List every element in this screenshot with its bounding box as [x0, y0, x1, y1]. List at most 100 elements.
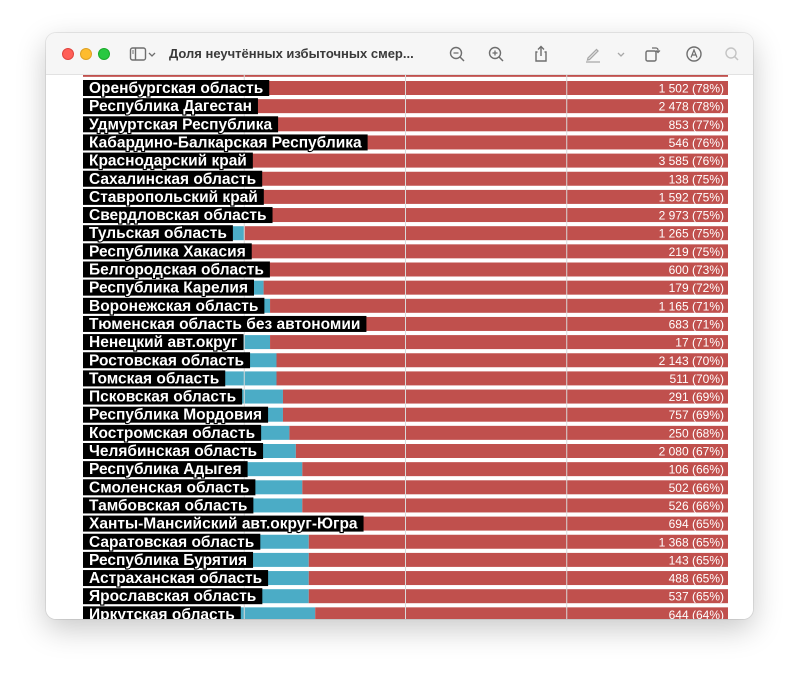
- value-label: 2 080 (67%): [659, 445, 724, 459]
- value-label: 1 165 (71%): [659, 299, 724, 313]
- bar-segment-main: [302, 480, 728, 495]
- category-label: Саратовская область: [89, 534, 254, 551]
- category-label-bg: [83, 116, 279, 133]
- value-label: 644 (64%): [669, 608, 724, 619]
- value-label: 683 (71%): [669, 317, 724, 331]
- category-label: Ростовская область: [89, 352, 244, 369]
- category-label-bg: [83, 370, 226, 387]
- category-label-bg: [83, 261, 270, 278]
- bar-segment-main: [276, 371, 728, 386]
- bar-segment-main: [308, 589, 728, 604]
- bar-segment-main: [224, 99, 728, 114]
- category-label-bg: [83, 424, 262, 441]
- rotate-icon[interactable]: [642, 44, 662, 64]
- search-icon[interactable]: [722, 44, 742, 64]
- bar-segment-main: [257, 262, 728, 277]
- value-label: 488 (65%): [669, 572, 724, 586]
- category-label-bg: [83, 134, 368, 151]
- value-label: 2 143 (70%): [659, 354, 724, 368]
- annotate-circle-icon[interactable]: [684, 44, 704, 64]
- category-label-bg: [83, 207, 273, 224]
- category-label: Республика Мордовия: [89, 407, 262, 424]
- preview-window: Доля неучтённых избыточных смер... Оренб…: [46, 33, 753, 619]
- bar-segment-main: [308, 534, 728, 549]
- bar-segment-main: [224, 81, 728, 95]
- bar-segment-main: [315, 607, 728, 619]
- value-label: 143 (65%): [669, 553, 724, 567]
- category-label: Воронежская область: [89, 298, 258, 315]
- bar-segment-main: [263, 280, 728, 295]
- category-label: Республика Карелия: [89, 280, 248, 297]
- value-label: 138 (75%): [669, 172, 724, 186]
- category-label: Ханты-Мансийский авт.округ-Югра: [89, 516, 358, 533]
- value-label: 2 478 (78%): [659, 100, 724, 114]
- category-label: Иркутская область: [89, 606, 235, 619]
- chevron-down-icon[interactable]: [147, 44, 157, 64]
- category-label-bg: [83, 225, 233, 242]
- category-label-bg: [83, 533, 261, 550]
- bar-segment-main: [244, 189, 728, 204]
- category-label: Удмуртская Республика: [89, 116, 272, 133]
- value-label: 3 585 (76%): [659, 154, 724, 168]
- category-label: Республика Дагестан: [89, 98, 252, 115]
- bar-segment-main: [302, 462, 728, 477]
- share-icon[interactable]: [531, 44, 551, 64]
- category-label-bg: [83, 515, 364, 532]
- category-label: Смоленская область: [89, 479, 249, 496]
- value-label: 1 502 (78%): [659, 82, 724, 96]
- value-label: 1 368 (65%): [659, 535, 724, 549]
- category-label: Краснодарский край: [89, 153, 247, 170]
- category-label: Республика Бурятия: [89, 552, 247, 569]
- category-label-bg: [83, 334, 244, 351]
- category-label-bg: [83, 80, 270, 96]
- category-label-bg: [83, 315, 367, 332]
- value-label: 1 265 (75%): [659, 227, 724, 241]
- category-label-bg: [83, 152, 253, 169]
- category-label-bg: [83, 98, 258, 115]
- category-label: Кабардино-Балкарская Республика: [89, 134, 362, 151]
- maximize-window-button[interactable]: [98, 48, 110, 60]
- category-label-bg: [83, 406, 269, 423]
- zoom-out-icon[interactable]: [447, 44, 467, 64]
- bar-segment-main: [270, 316, 728, 331]
- bar-segment-main: [308, 516, 728, 531]
- category-label: Республика Адыгея: [89, 461, 242, 478]
- value-label: 179 (72%): [669, 281, 724, 295]
- value-label: 546 (76%): [669, 136, 724, 150]
- bar-segment-main: [270, 298, 728, 313]
- value-label: 600 (73%): [669, 263, 724, 277]
- category-label: Оренбургская область: [89, 80, 263, 97]
- category-label-bg: [83, 461, 248, 478]
- value-label: 502 (66%): [669, 481, 724, 495]
- category-label: Сахалинская область: [89, 171, 256, 188]
- bar-segment-main: [237, 153, 729, 168]
- category-label-bg: [83, 352, 251, 369]
- bar-segment-main: [282, 407, 728, 422]
- value-label: 511 (70%): [670, 372, 724, 386]
- minimize-window-button[interactable]: [80, 48, 92, 60]
- sidebar-toggle-icon[interactable]: [128, 44, 148, 64]
- zoom-in-icon[interactable]: [486, 44, 506, 64]
- bar-segment-main: [282, 389, 728, 404]
- category-label-bg: [83, 588, 263, 605]
- value-label: 853 (77%): [669, 118, 724, 132]
- markup-chevron-down-icon[interactable]: [616, 44, 626, 64]
- title-bar: Доля неучтённых избыточных смер...: [46, 33, 753, 75]
- value-label: 291 (69%): [669, 390, 724, 404]
- document-content[interactable]: Оренбургская область 1 502 (78%) Республик…: [46, 75, 753, 619]
- window-title: Доля неучтённых избыточных смер...: [169, 46, 414, 61]
- bar-segment-main: [244, 171, 728, 186]
- category-label: Свердловская область: [89, 207, 267, 224]
- close-window-button[interactable]: [62, 48, 74, 60]
- markup-pen-icon[interactable]: [583, 44, 603, 64]
- bar-segment-main: [276, 353, 728, 368]
- category-label: Ненецкий авт.округ: [89, 334, 238, 351]
- category-label-bg: [83, 497, 254, 514]
- value-label: 250 (68%): [669, 426, 724, 440]
- value-label: 17 (71%): [675, 336, 724, 350]
- bar-segment-main: [244, 226, 728, 241]
- category-label-bg: [83, 243, 252, 260]
- category-label: Тамбовская область: [89, 497, 247, 514]
- value-label: 106 (66%): [669, 463, 724, 477]
- category-label: Костромская область: [89, 425, 255, 442]
